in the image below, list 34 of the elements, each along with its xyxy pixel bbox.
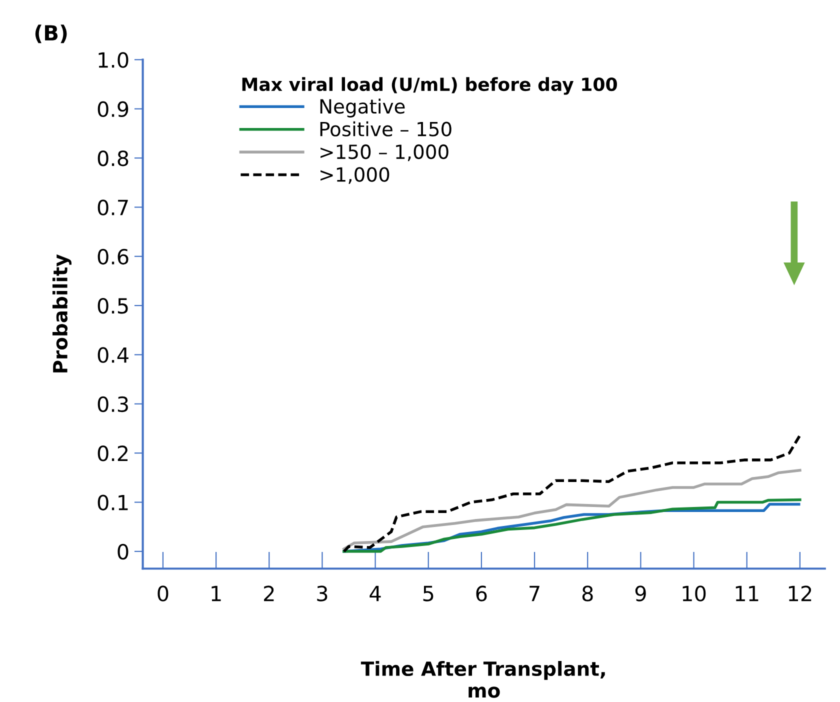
- y-axis-title: Probability: [52, 254, 72, 372]
- x-axis-title: Time After Transplant, mo: [360, 661, 605, 698]
- x-tick-label: 5: [423, 586, 434, 602]
- x-tick-label: 10: [682, 586, 706, 602]
- y-tick-label: 1.0: [98, 52, 128, 68]
- x-tick-label: 7: [530, 586, 540, 602]
- legend-title: Max viral load (U/mL) before day 100: [242, 77, 617, 95]
- legend-label: Negative: [320, 98, 405, 118]
- y-tick-label: 0.5: [98, 298, 128, 314]
- chart-title: (B): [35, 24, 67, 44]
- y-tick-label: 0.7: [98, 200, 128, 216]
- x-tick-label: 2: [264, 586, 274, 602]
- legend-label: >150 – 1,000: [320, 144, 448, 162]
- y-tick-label: 0.4: [98, 347, 128, 363]
- y-tick-label: 0: [118, 544, 128, 560]
- y-tick-label: 0.8: [98, 150, 128, 166]
- line-series: [342, 468, 802, 550]
- y-tick-label: 0.3: [98, 396, 128, 412]
- x-tick-label: 0: [158, 586, 168, 602]
- x-tick-label: 11: [736, 586, 758, 602]
- y-tick-label: 0.6: [98, 248, 128, 265]
- x-tick-label: 4: [370, 586, 381, 602]
- line-series: [342, 434, 802, 553]
- y-tick-label: 0.2: [98, 446, 128, 462]
- x-tick-label: 3: [317, 586, 328, 602]
- x-tick-label: 1: [212, 586, 221, 602]
- legend-label: >1,000: [320, 167, 390, 184]
- x-tick-label: 9: [635, 586, 646, 602]
- x-tick-label: 12: [788, 586, 812, 602]
- y-tick-label: 0.9: [98, 101, 128, 118]
- legend-label: Positive – 150: [320, 121, 452, 136]
- x-tick-label: 6: [476, 586, 487, 602]
- x-tick-label: 8: [582, 586, 593, 602]
- y-tick-label: 0.1: [98, 494, 128, 510]
